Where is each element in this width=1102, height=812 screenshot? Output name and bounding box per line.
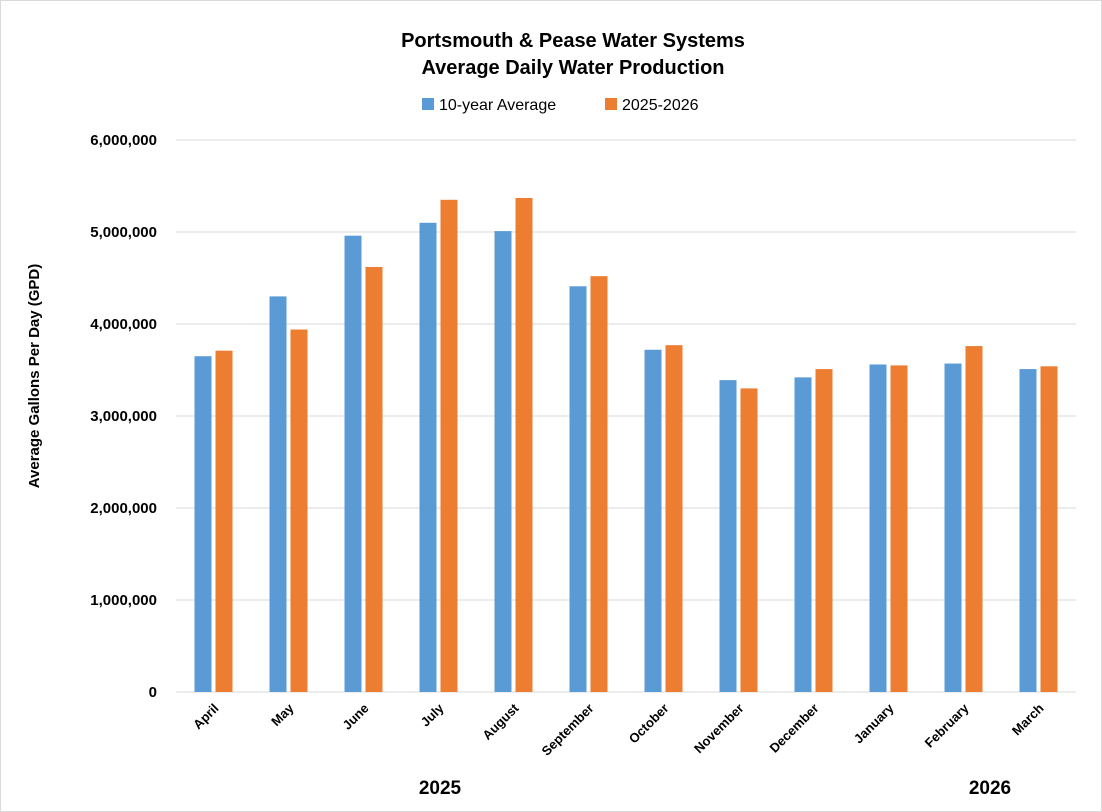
chart-title-line1: Portsmouth & Pease Water Systems <box>401 30 745 52</box>
bar-2025-2026-december <box>815 369 833 692</box>
bar-2025-2026-april <box>215 350 233 692</box>
bar-2025-2026-june <box>365 266 383 692</box>
x-tick-label-august: August <box>479 700 522 743</box>
x-tick-label-may: May <box>268 700 297 729</box>
x-axis-ticks: April May June July August September October No… <box>190 700 1047 759</box>
y-tick-label: 3,000,000 <box>90 408 157 425</box>
x-tick-label-january: January <box>851 700 897 746</box>
bar-10-year-average-april <box>194 356 212 692</box>
bar-10-year-average-july <box>419 222 437 693</box>
bar-10-year-average-november <box>719 380 737 692</box>
x-tick-label-march: March <box>1009 700 1047 738</box>
y-tick-label: 5,000,000 <box>90 224 157 241</box>
y-tick-label: 2,000,000 <box>90 500 157 517</box>
y-tick-label: 0 <box>149 684 157 701</box>
bar-2025-2026-september <box>590 276 608 692</box>
x-tick-label-november: November <box>691 701 747 757</box>
x-tick-label-june: June <box>340 701 372 733</box>
x-tick-label-october: October <box>626 701 672 747</box>
chart-title-line2: Average Daily Water Production <box>421 57 724 79</box>
bar-2025-2026-may <box>290 329 308 692</box>
bar-10-year-average-august <box>494 231 512 692</box>
y-tick-label: 6,000,000 <box>90 132 157 149</box>
legend-label-10-year-average: 10-year Average <box>439 97 556 114</box>
bar-10-year-average-january <box>869 364 887 692</box>
bar-10-year-average-october <box>644 349 662 692</box>
x-tick-label-september: September <box>538 701 596 759</box>
bar-10-year-average-september <box>569 286 587 692</box>
y-axis-label: Average Gallons Per Day (GPD) <box>26 264 43 489</box>
bar-2025-2026-january <box>890 365 908 692</box>
legend-swatch-2025-2026 <box>605 98 617 110</box>
y-tick-label: 4,000,000 <box>90 316 157 333</box>
bar-10-year-average-may <box>269 296 287 692</box>
bar-2025-2026-august <box>515 197 533 692</box>
bar-2025-2026-november <box>740 388 758 692</box>
bar-2025-2026-february <box>965 346 983 692</box>
bar-10-year-average-february <box>944 363 962 692</box>
bars <box>194 197 1058 693</box>
legend-swatch-10-year-average <box>422 98 434 110</box>
x-tick-label-july: July <box>418 700 448 730</box>
y-axis-ticks: 0 1,000,000 2,000,000 3,000,000 4,000,000 5,0… <box>90 132 157 701</box>
x-tick-label-april: April <box>190 701 222 733</box>
bar-2025-2026-july <box>440 199 458 693</box>
legend: 10-year Average 2025-2026 <box>422 97 699 114</box>
year-label-2026: 2026 <box>969 778 1011 799</box>
legend-label-2025-2026: 2025-2026 <box>622 97 699 114</box>
year-label-2025: 2025 <box>419 778 462 799</box>
bar-2025-2026-october <box>665 345 683 692</box>
x-tick-label-february: February <box>922 700 972 750</box>
gridlines <box>176 139 1076 693</box>
bar-10-year-average-march <box>1019 369 1037 692</box>
bar-2025-2026-march <box>1040 366 1058 692</box>
x-tick-label-december: December <box>767 701 822 756</box>
bar-10-year-average-december <box>794 377 812 692</box>
bar-10-year-average-june <box>344 235 362 692</box>
y-tick-label: 1,000,000 <box>90 592 157 609</box>
